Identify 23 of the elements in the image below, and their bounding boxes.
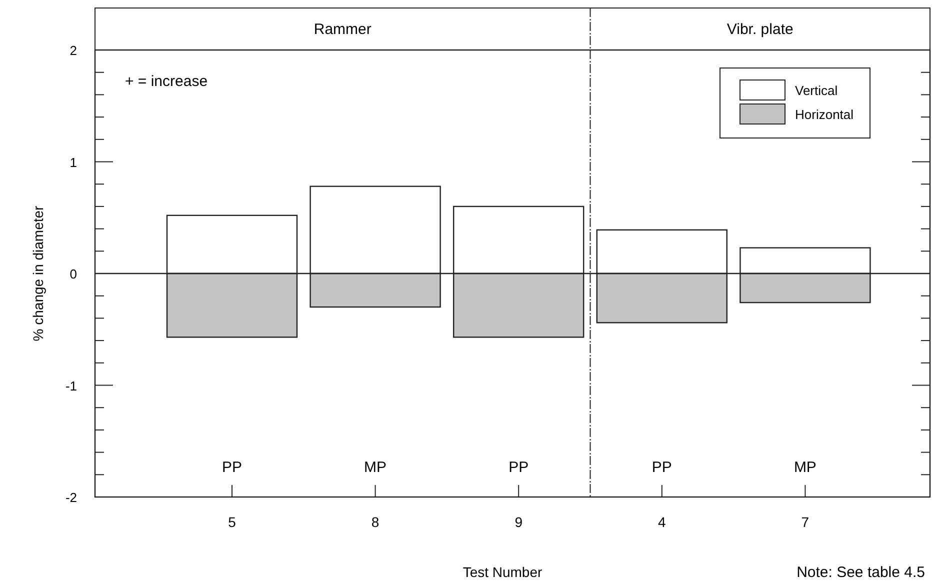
legend-label: Horizontal xyxy=(795,107,854,122)
x-tick-label: 7 xyxy=(801,514,810,530)
x-tick-label: 9 xyxy=(514,514,523,530)
annotation: MP xyxy=(364,459,387,476)
annotation: PP xyxy=(222,459,242,476)
y-tick-label: 2 xyxy=(70,43,77,58)
y-tick-label: 1 xyxy=(70,154,77,170)
annotation: MP xyxy=(794,459,816,476)
y-tick-label: 0 xyxy=(70,266,77,282)
x-axis-title: Test Number xyxy=(462,564,543,580)
x-tick-label: 5 xyxy=(228,514,236,530)
text: Vibr. plate xyxy=(726,21,794,38)
annotation: PP xyxy=(508,459,529,476)
annotation: + = increase xyxy=(125,73,208,90)
x-tick-label: 4 xyxy=(658,514,666,530)
y-tick-label: -1 xyxy=(65,378,77,394)
text: Rammer xyxy=(314,21,372,38)
annotation: PP xyxy=(652,459,672,476)
legend-label: Vertical xyxy=(795,83,838,98)
text: Note: See table 4.5 xyxy=(796,564,925,581)
y-tick-label: -2 xyxy=(65,490,77,505)
x-tick-label: 8 xyxy=(371,514,380,530)
y-axis-title: % change in diameter xyxy=(30,205,46,342)
